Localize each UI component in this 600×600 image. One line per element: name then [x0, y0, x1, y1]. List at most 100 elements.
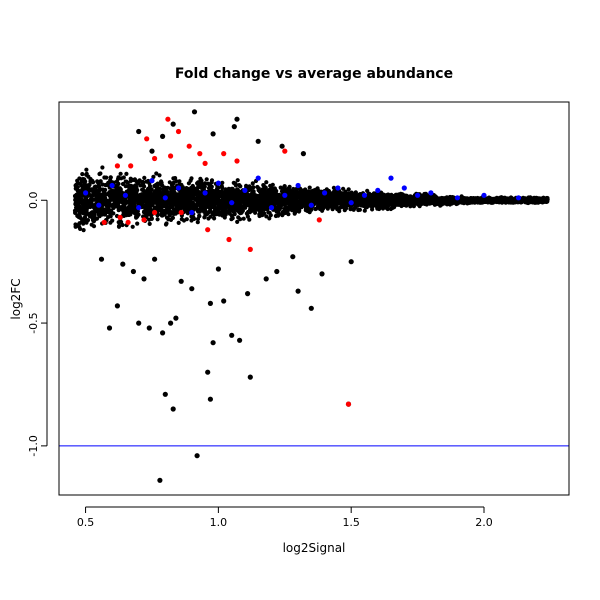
data-point-cloud: [77, 213, 82, 219]
data-point-cloud: [108, 197, 113, 202]
data-point-cloud: [84, 167, 89, 172]
data-point-cloud: [192, 186, 197, 191]
data-point-blue: [388, 175, 394, 181]
data-point-cloud: [235, 198, 241, 203]
data-point-cloud: [257, 213, 262, 219]
data-point-cloud: [237, 183, 242, 188]
data-point-cloud: [220, 202, 226, 207]
data-point-cloud: [89, 187, 94, 192]
y-tick-label: -0.5: [27, 312, 40, 333]
data-point-cloud: [119, 190, 125, 195]
data-point-blue: [189, 209, 195, 216]
data-point-cloud: [137, 178, 142, 183]
data-point-cloud: [384, 196, 389, 201]
data-point-cloud: [288, 190, 293, 195]
data-point-red: [226, 236, 232, 243]
data-point-cloud: [153, 192, 158, 197]
data-point-cloud: [365, 188, 370, 193]
data-point-cloud: [231, 210, 237, 215]
data-point-cloud: [356, 207, 361, 213]
data-point-cloud: [222, 198, 228, 203]
data-point-cloud: [176, 196, 181, 201]
data-point-cloud: [122, 208, 127, 213]
data-point-cloud: [459, 196, 465, 201]
data-point-cloud: [155, 181, 160, 186]
data-point-cloud: [90, 210, 95, 215]
data-point-cloud: [235, 178, 240, 183]
data-point-cloud: [148, 201, 153, 206]
data-point-cloud: [298, 195, 303, 200]
data-point-cloud: [108, 175, 113, 180]
data-point-red: [141, 217, 147, 223]
data-point-red: [186, 143, 192, 149]
data-point-cloud: [327, 196, 332, 201]
data-point-cloud: [239, 198, 244, 203]
data-point-cloud: [94, 194, 99, 199]
data-point-cloud: [113, 191, 118, 196]
data-point-cloud: [346, 195, 352, 200]
data-point-cloud: [267, 201, 272, 206]
data-point-cloud: [82, 183, 87, 188]
data-point-cloud: [474, 196, 480, 201]
data-point-black: [106, 325, 113, 331]
data-point-cloud: [77, 196, 82, 201]
data-point-cloud: [276, 211, 282, 216]
data-point-cloud: [278, 196, 283, 201]
data-point-cloud: [278, 185, 283, 190]
data-point-blue: [175, 185, 182, 191]
data-point-cloud: [222, 215, 227, 220]
data-point-cloud: [340, 204, 345, 209]
data-point-red: [178, 209, 184, 216]
data-point-cloud: [198, 184, 203, 189]
data-point-cloud: [250, 181, 255, 186]
data-point-cloud: [86, 186, 91, 191]
data-point-black: [162, 391, 168, 397]
data-point-cloud: [125, 180, 130, 185]
data-point-cloud: [488, 200, 493, 205]
data-point-cloud: [301, 194, 307, 199]
data-point-red: [221, 151, 227, 157]
data-point-cloud: [421, 194, 426, 199]
data-point-cloud: [332, 189, 337, 194]
data-point-black: [234, 116, 240, 122]
data-point-cloud: [75, 223, 80, 228]
data-point-cloud: [120, 222, 125, 228]
data-point-red: [125, 219, 131, 225]
data-point-cloud: [100, 192, 105, 197]
data-point-red: [101, 219, 107, 225]
data-point-cloud: [238, 211, 243, 216]
data-point-blue: [215, 180, 221, 186]
data-point-cloud: [223, 189, 229, 194]
data-point-cloud: [171, 207, 176, 212]
data-point-red: [152, 209, 158, 216]
data-point-cloud: [151, 174, 156, 179]
data-point-cloud: [195, 220, 200, 225]
data-point-cloud: [337, 209, 342, 214]
data-point-red: [128, 163, 134, 169]
data-point-cloud: [320, 202, 325, 207]
data-point-cloud: [110, 203, 115, 208]
data-point-cloud: [247, 200, 252, 206]
data-point-cloud: [424, 196, 429, 201]
data-point-cloud: [343, 199, 348, 204]
data-point-cloud: [212, 195, 217, 200]
data-point-blue: [295, 182, 301, 189]
data-point-blue: [375, 187, 381, 193]
data-point-cloud: [275, 205, 280, 210]
data-point-black: [146, 325, 152, 331]
data-point-cloud: [195, 216, 201, 222]
data-point-black: [319, 271, 325, 277]
data-point-cloud: [185, 203, 190, 208]
data-point-red: [175, 128, 182, 135]
data-point-cloud: [211, 205, 216, 210]
data-point-cloud: [149, 213, 154, 218]
data-point-red: [234, 158, 240, 164]
data-point-red: [282, 148, 288, 154]
data-point-cloud: [84, 210, 89, 215]
data-point-cloud: [171, 180, 176, 185]
data-point-red: [316, 217, 322, 223]
data-point-cloud: [124, 213, 129, 218]
data-point-cloud: [206, 203, 211, 208]
data-point-cloud: [357, 194, 362, 199]
data-point-cloud: [317, 200, 322, 205]
